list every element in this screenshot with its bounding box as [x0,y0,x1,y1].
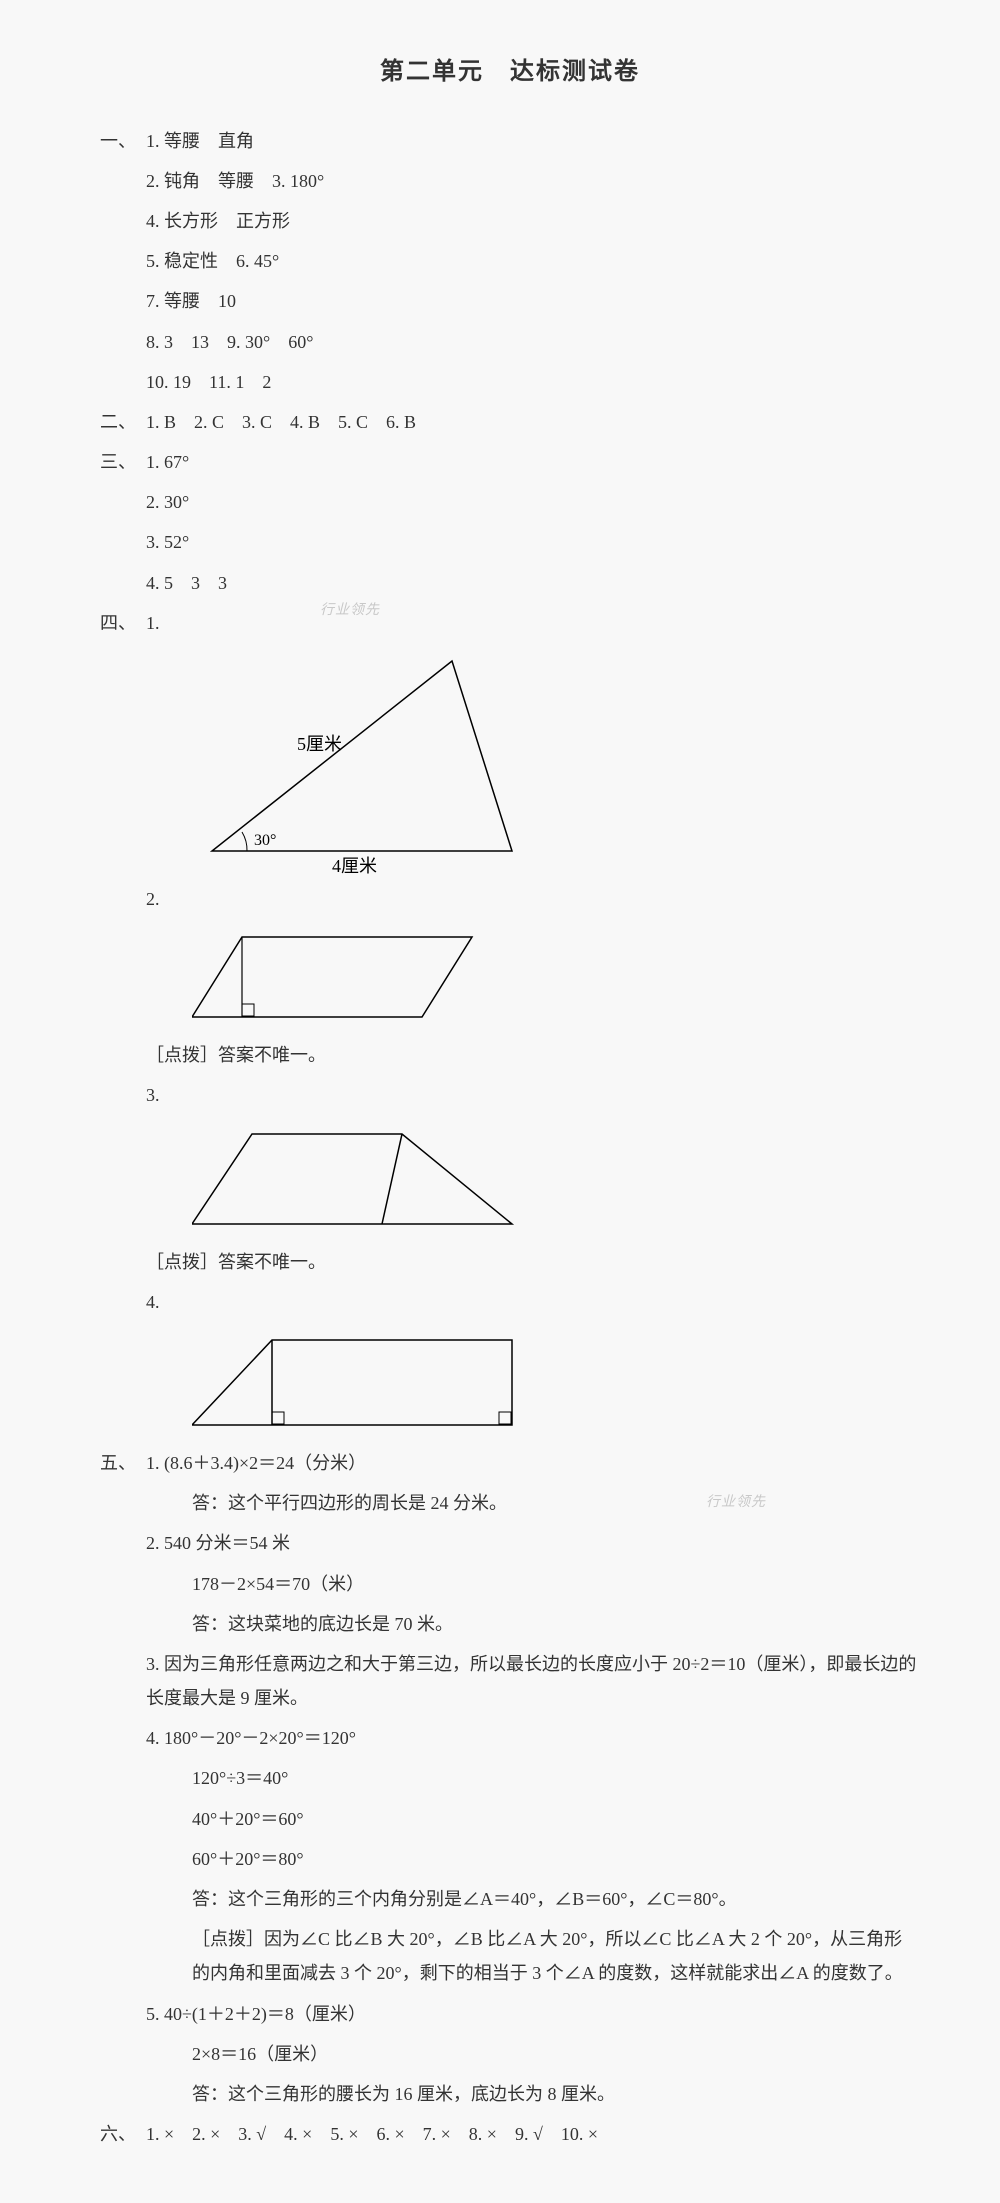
s5-q2-ans: 答：这块菜地的底边长是 70 米。 [146,1607,920,1641]
s1-item-5: 7. 等腰 10 [146,284,920,318]
diagram-trapezoid-triangle [192,1119,920,1239]
s5-q4-hint: ［点拨］因为∠C 比∠B 大 20°，∠B 比∠A 大 20°，所以∠C 比∠A… [146,1922,920,1990]
s4-i2: 2. [146,882,920,916]
s5-q2-n: 2. [146,1533,160,1553]
svg-text:5厘米: 5厘米 [297,734,342,754]
page-title: 第二单元 达标测试卷 [100,50,920,96]
section-3: 三、 1. 67° 2. 30° 3. 52° 4. 5 3 3 [100,445,920,606]
s5-q4-l3: 40°＋20°＝60° [146,1802,920,1836]
s3-item-3: 3. 52° [146,525,920,559]
s1-item-6: 8. 3 13 9. 30° 60° [146,325,920,359]
s5-q2-l1: 540 分米＝54 米 [164,1533,290,1553]
svg-text:4厘米: 4厘米 [332,856,377,876]
section-5: 五、 1. (8.6＋3.4)×2＝24（分米） 行业领先 答：这个平行四边形的… [100,1446,920,2117]
section-2: 二、 1. B 2. C 3. C 4. B 5. C 6. B [100,405,920,445]
section-4-label: 四、 [100,606,146,640]
s6-line: 1. × 2. × 3. √ 4. × 5. × 6. × 7. × 8. × … [146,2117,920,2151]
s5-q1-n: 1. [146,1453,160,1473]
s1-item-3: 4. 长方形 正方形 [146,204,920,238]
s5-q2: 2. 540 分米＝54 米 [146,1526,920,1560]
watermark: 行业领先 [320,598,380,625]
s1-item-1: 1. 等腰 直角 [146,124,920,158]
s4-hint-1: ［点拨］答案不唯一。 [146,1038,920,1072]
svg-text:30°: 30° [254,832,276,849]
s3-item-4: 4. 5 3 3 [146,566,920,600]
s5-q4: 4. 180°－20°－2×20°＝120° [146,1721,920,1755]
section-4: 四、 1. 30° 5厘米 4厘米 2. ［点拨］答案不唯一。 3. [100,606,920,1446]
s1-item-4: 5. 稳定性 6. 45° [146,244,920,278]
section-3-label: 三、 [100,445,146,479]
s1-item-7: 10. 19 11. 1 2 [146,365,920,399]
s5-q5: 5. 40÷(1＋2＋2)＝8（厘米） [146,1997,920,2031]
section-6-label: 六、 [100,2117,146,2151]
diagram-parallelogram [192,922,920,1032]
section-6: 六、 1. × 2. × 3. √ 4. × 5. × 6. × 7. × 8.… [100,2117,920,2157]
s5-q4-ans: 答：这个三角形的三个内角分别是∠A＝40°，∠B＝60°，∠C＝80°。 [146,1882,920,1916]
s5-q3-text: 因为三角形任意两边之和大于第三边，所以最长边的长度应小于 20÷2＝10（厘米）… [146,1654,916,1708]
s5-q5-n: 5. [146,2004,160,2024]
s5-q4-l2: 120°÷3＝40° [146,1761,920,1795]
s5-q5-l1: 40÷(1＋2＋2)＝8（厘米） [164,2004,366,2024]
s4-i3: 3. [146,1078,920,1112]
s4-i1: 1. [146,606,920,640]
s5-q1: 1. (8.6＋3.4)×2＝24（分米） [146,1446,920,1480]
s5-q1-ans: 答：这个平行四边形的周长是 24 分米。 [146,1486,920,1520]
s4-hint-2: ［点拨］答案不唯一。 [146,1245,920,1279]
s5-q4-n: 4. [146,1728,160,1748]
watermark: 行业领先 [706,1490,766,1517]
section-5-label: 五、 [100,1446,146,1480]
s5-q4-l1: 180°－20°－2×20°＝120° [164,1728,356,1748]
s1-item-2: 2. 钝角 等腰 3. 180° [146,164,920,198]
s5-q1-calc: (8.6＋3.4)×2＝24（分米） [164,1453,366,1473]
s3-item-2: 2. 30° [146,485,920,519]
s5-q3-n: 3. [146,1654,160,1674]
s4-i4: 4. [146,1285,920,1319]
section-1-label: 一、 [100,124,146,158]
diagram-triangle: 30° 5厘米 4厘米 [192,646,920,876]
s2-line: 1. B 2. C 3. C 4. B 5. C 6. B [146,405,920,439]
section-1: 一、 1. 等腰 直角 2. 钝角 等腰 3. 180° 4. 长方形 正方形 … [100,124,920,405]
diagram-right-trapezoid [192,1325,920,1440]
s5-q4-l4: 60°＋20°＝80° [146,1842,920,1876]
s5-q5-l2: 2×8＝16（厘米） [146,2037,920,2071]
s5-q2-l2: 178－2×54＝70（米） [146,1567,920,1601]
s3-item-1: 1. 67° [146,445,920,479]
s5-q5-ans: 答：这个三角形的腰长为 16 厘米，底边长为 8 厘米。 [146,2077,920,2111]
section-2-label: 二、 [100,405,146,439]
s5-q3: 3. 因为三角形任意两边之和大于第三边，所以最长边的长度应小于 20÷2＝10（… [146,1647,920,1715]
